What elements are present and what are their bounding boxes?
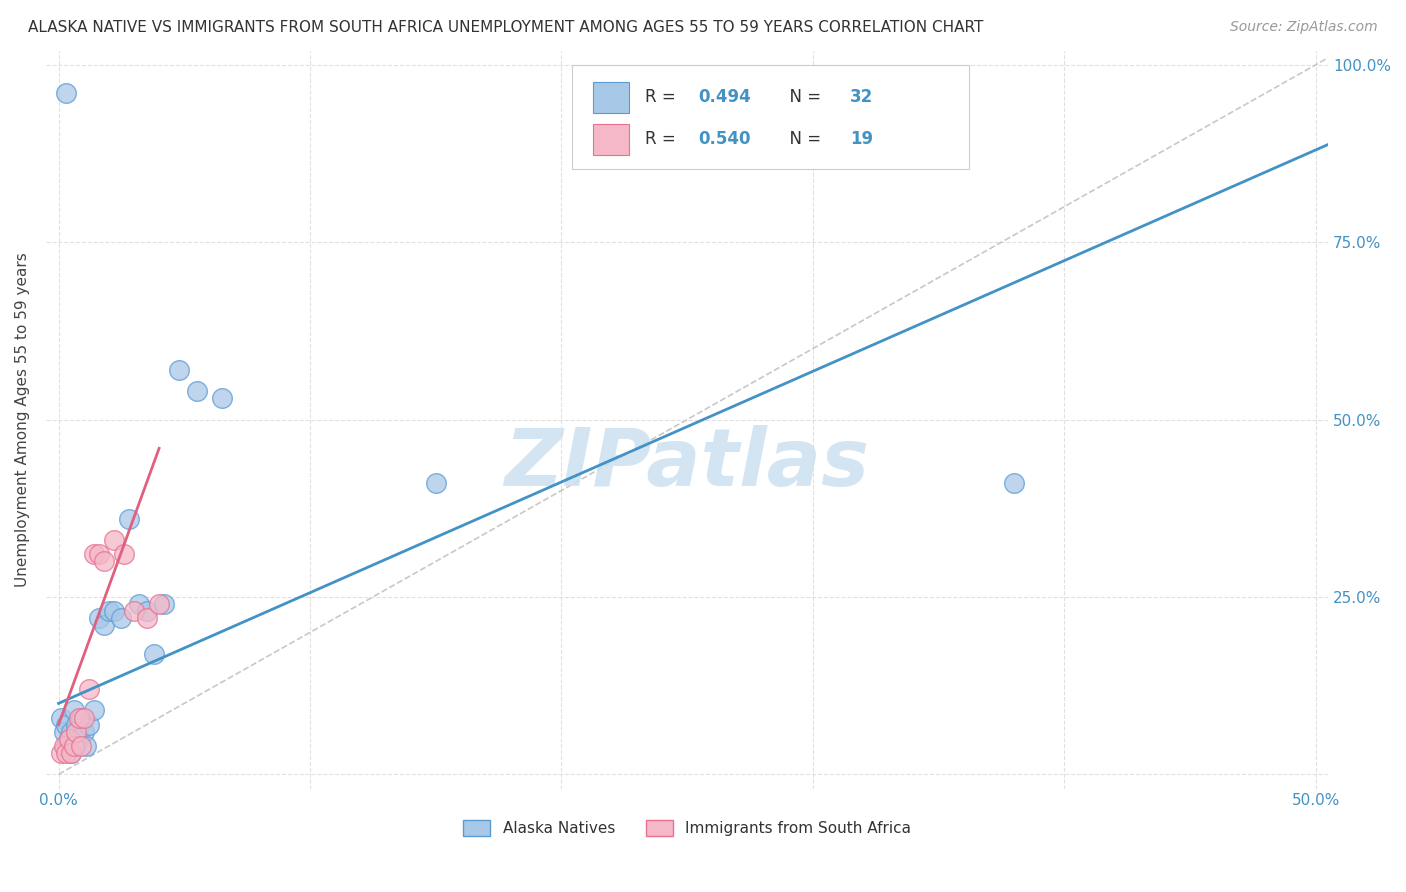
Point (58, 731, 80, 746)
Text: ALASKA NATIVE VS IMMIGRANTS FROM SOUTH AFRICA UNEMPLOYMENT AMONG AGES 55 TO 59 Y: ALASKA NATIVE VS IMMIGRANTS FROM SOUTH A… (28, 20, 983, 35)
Point (70, 710, 93, 724)
Text: R =: R = (645, 130, 681, 148)
Point (87, 548, 110, 562)
Point (148, 597, 170, 611)
Y-axis label: Unemployment Among Ages 55 to 59 years: Unemployment Among Ages 55 to 59 years (15, 252, 30, 587)
Point (110, 611, 132, 625)
Text: 32: 32 (849, 88, 873, 106)
Point (153, 597, 176, 611)
Point (55, 87, 77, 101)
FancyBboxPatch shape (593, 82, 630, 112)
Point (97, 604, 120, 618)
Point (77, 717, 100, 731)
Point (93, 554, 115, 568)
Point (77, 682, 100, 697)
Point (75, 739, 97, 753)
FancyBboxPatch shape (593, 124, 630, 154)
Point (60, 746, 83, 760)
Point (70, 739, 93, 753)
Point (135, 611, 157, 625)
Point (118, 512, 141, 526)
Point (425, 476, 447, 491)
Point (87, 611, 110, 625)
Point (103, 604, 125, 618)
Point (73, 710, 96, 724)
Point (93, 618, 115, 632)
Point (65, 724, 87, 739)
Point (62, 704, 84, 718)
Point (186, 384, 208, 399)
Point (135, 604, 157, 618)
Text: N =: N = (779, 88, 827, 106)
Point (67, 710, 90, 724)
Point (128, 597, 150, 611)
Point (49, 710, 72, 724)
Point (62, 739, 84, 753)
Point (83, 548, 105, 562)
Text: 0.540: 0.540 (699, 130, 751, 148)
Point (211, 392, 233, 406)
Point (73, 724, 96, 739)
Point (122, 604, 145, 618)
Point (1002, 476, 1025, 491)
Point (83, 704, 105, 718)
Point (55, 746, 77, 760)
Point (55, 717, 77, 731)
Point (58, 731, 80, 746)
Point (65, 739, 87, 753)
Point (60, 746, 83, 760)
Point (49, 746, 72, 760)
Text: ZIPatlas: ZIPatlas (505, 425, 869, 503)
Point (112, 548, 135, 562)
Point (65, 717, 87, 731)
Point (52, 724, 75, 739)
Text: R =: R = (645, 88, 681, 106)
Text: Source: ZipAtlas.com: Source: ZipAtlas.com (1230, 20, 1378, 34)
Point (67, 731, 90, 746)
Point (143, 647, 166, 661)
Point (60, 724, 83, 739)
Text: 0.494: 0.494 (699, 88, 751, 106)
Point (103, 533, 125, 548)
Point (167, 363, 190, 377)
FancyBboxPatch shape (572, 65, 969, 169)
Legend: Alaska Natives, Immigrants from South Africa: Alaska Natives, Immigrants from South Af… (463, 821, 911, 836)
Text: N =: N = (779, 130, 827, 148)
Point (52, 739, 75, 753)
Text: 19: 19 (849, 130, 873, 148)
Point (55, 739, 77, 753)
